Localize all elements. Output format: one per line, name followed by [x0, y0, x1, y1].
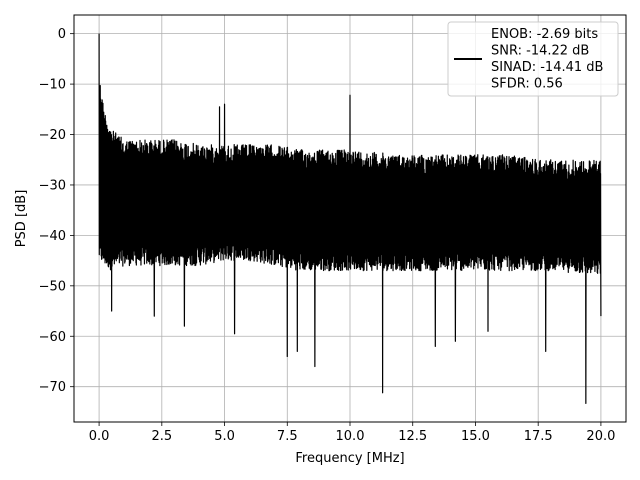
legend: ENOB: -2.69 bits SNR: -14.22 dB SINAD: -…	[447, 21, 619, 97]
y-tick-label: −10	[39, 78, 66, 93]
y-axis-label: PSD [dB]	[14, 190, 29, 248]
x-tick-label: 17.5	[524, 429, 553, 444]
y-tick-label: −70	[39, 380, 66, 395]
x-axis-label: Frequency [MHz]	[295, 451, 404, 466]
legend-entry-sfdr: SFDR: 0.56	[491, 77, 563, 92]
y-tick-label: −20	[39, 128, 66, 143]
legend-entry-snr: SNR: -14.22 dB	[491, 44, 589, 59]
x-tick-label: 2.5	[151, 429, 172, 444]
x-tick-label: 0.0	[89, 429, 110, 444]
legend-box	[447, 21, 619, 97]
y-tick-label: −50	[39, 279, 66, 294]
psd-series	[98, 33, 602, 404]
y-tick-label: −60	[39, 330, 66, 345]
psd-line	[98, 33, 602, 404]
x-tick-label: 10.0	[336, 429, 365, 444]
x-tick-label: 7.5	[277, 429, 298, 444]
x-tick-label: 5.0	[214, 429, 235, 444]
x-tick-label: 12.5	[398, 429, 427, 444]
y-tick-label: −30	[39, 178, 66, 193]
x-tick-label: 20.0	[586, 429, 615, 444]
y-axis-ticks: 0 −10 −20 −30 −40 −50 −60 −70	[39, 27, 74, 395]
legend-entry-sinad: SINAD: -14.41 dB	[491, 60, 603, 75]
y-tick-label: 0	[58, 27, 66, 42]
legend-entry-enob: ENOB: -2.69 bits	[491, 27, 598, 42]
x-tick-label: 15.0	[461, 429, 490, 444]
x-axis-ticks: 0.0 2.5 5.0 7.5 10.0 12.5 15.0 17.5 20.0	[89, 422, 615, 444]
y-tick-label: −40	[39, 229, 66, 244]
